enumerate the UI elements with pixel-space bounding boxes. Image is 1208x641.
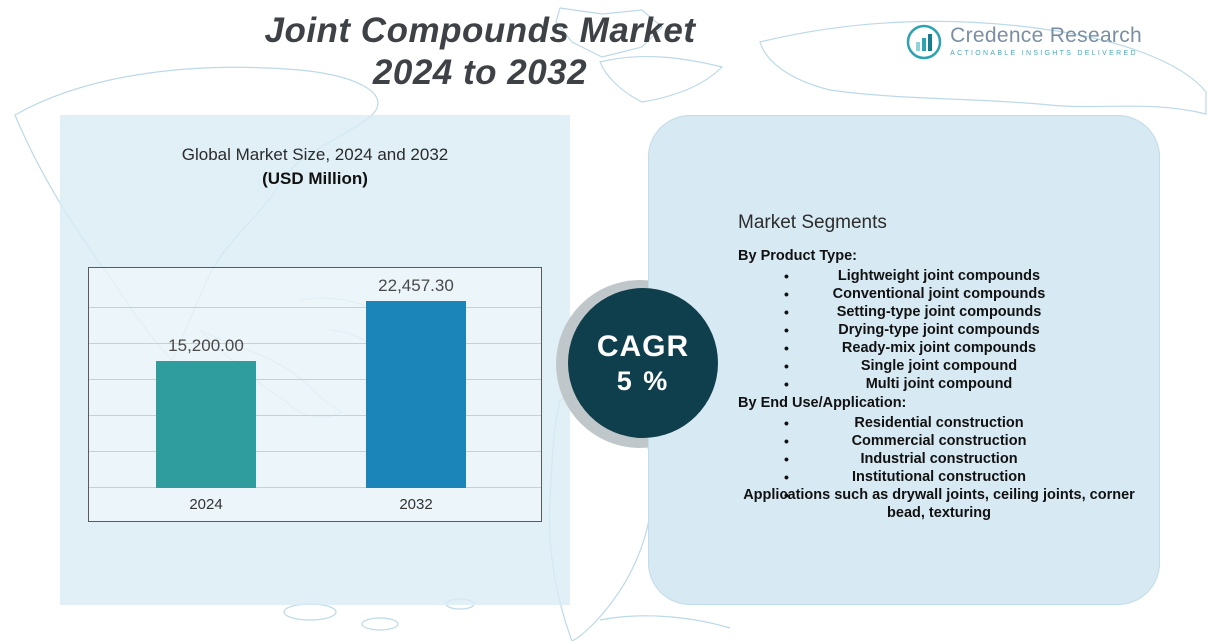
- segment-group-title: By Product Type:: [738, 248, 857, 264]
- segment-item: Applications such as drywall joints, cei…: [738, 486, 1140, 522]
- segment-item: Setting-type joint compounds: [738, 303, 1140, 321]
- segment-group-end-use: By End Use/Application: Residential cons…: [738, 395, 1159, 522]
- title-line-1: Joint Compounds Market: [264, 11, 696, 50]
- bar-value-2032: 22,457.30: [378, 276, 454, 295]
- logo-name: Credence Research: [950, 24, 1142, 47]
- bar-2032: [366, 301, 466, 488]
- bar-group-2024: 15,200.00: [156, 336, 256, 488]
- segment-item: Residential construction: [738, 414, 1140, 432]
- gridline: [89, 415, 541, 416]
- segment-item: Institutional construction: [738, 468, 1140, 486]
- bar-2024: [156, 361, 256, 488]
- segment-group-title: By End Use/Application:: [738, 395, 907, 411]
- bar-value-2024: 15,200.00: [168, 336, 244, 355]
- segment-group-product-type: By Product Type: Lightweight joint compo…: [738, 248, 1159, 393]
- logo-text: Credence Research Actionable Insights De…: [950, 24, 1142, 57]
- page-title: Joint Compounds Market 2024 to 2032: [170, 10, 790, 94]
- segment-item: Commercial construction: [738, 432, 1140, 450]
- gridline: [89, 451, 541, 452]
- x-label-2024: 2024: [189, 496, 223, 513]
- gridline: [89, 379, 541, 380]
- x-label-2032: 2032: [399, 496, 433, 513]
- market-segments-panel: Market Segments By Product Type: Lightwe…: [648, 115, 1160, 605]
- chart-title-text: Global Market Size, 2024 and 2032: [181, 145, 449, 164]
- gridline: [89, 307, 541, 308]
- gridline: [89, 487, 541, 488]
- bar-group-2032: 22,457.30: [366, 276, 466, 488]
- segment-item: Ready-mix joint compounds: [738, 339, 1140, 357]
- chart-title: Global Market Size, 2024 and 2032 (USD M…: [60, 145, 570, 189]
- segment-item: Drying-type joint compounds: [738, 321, 1140, 339]
- chart-title-unit: (USD Million): [262, 169, 368, 188]
- cagr-label: CAGR: [596, 329, 690, 363]
- segment-item: Conventional joint compounds: [738, 285, 1140, 303]
- cagr-value: 5 %: [616, 365, 670, 396]
- segments-heading: Market Segments: [738, 212, 887, 233]
- segment-item: Industrial construction: [738, 450, 1140, 468]
- gridline: [89, 343, 541, 344]
- title-line-2: 2024 to 2032: [372, 53, 588, 92]
- market-size-panel: Global Market Size, 2024 and 2032 (USD M…: [60, 115, 570, 605]
- credence-research-logo: Credence Research Actionable Insights De…: [906, 24, 1142, 60]
- credence-logo-icon: [906, 24, 942, 60]
- segment-item: Multi joint compound: [738, 375, 1140, 393]
- bar-chart: 15,200.00 22,457.30 2024 2032: [88, 267, 542, 522]
- logo-tagline: Actionable Insights Delivered: [950, 50, 1138, 57]
- segment-item: Lightweight joint compounds: [738, 267, 1140, 285]
- segment-item: Single joint compound: [738, 357, 1140, 375]
- cagr-badge: CAGR 5 %: [568, 288, 718, 438]
